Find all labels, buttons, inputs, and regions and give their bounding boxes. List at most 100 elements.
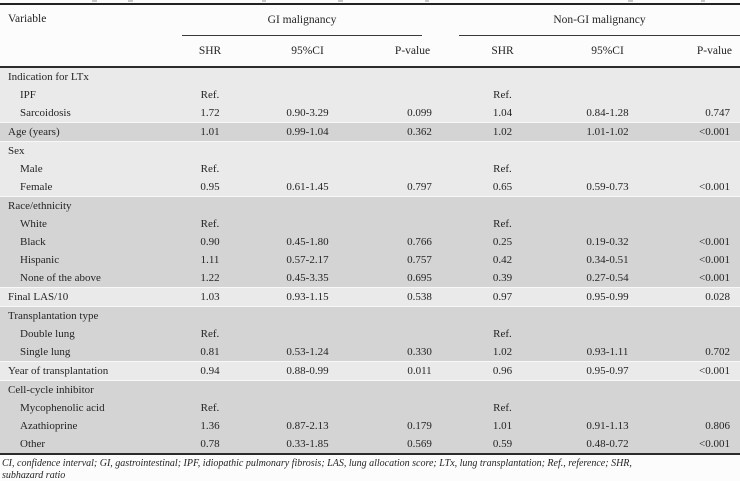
column-header-gi-ci: 95%CI — [245, 36, 370, 66]
value-cell: Ref. — [175, 215, 245, 233]
table-row: Indication for LTx — [0, 68, 740, 86]
value-cell: 0.84-1.28 — [550, 104, 665, 122]
value-cell: 0.93-1.15 — [245, 288, 370, 306]
column-header-nongi-pvalue: P-value — [665, 36, 740, 66]
value-cell: 0.362 — [370, 123, 455, 141]
value-cell: 0.53-1.24 — [245, 343, 370, 361]
value-cell: 0.011 — [370, 362, 455, 380]
value-cell: 1.72 — [175, 104, 245, 122]
caption-remnant-mark — [338, 0, 343, 2]
value-cell: 0.99-1.04 — [245, 123, 370, 141]
value-cell: 0.25 — [455, 233, 550, 251]
row-label: Year of transplantation — [0, 362, 175, 380]
value-cell — [370, 142, 455, 160]
value-cell: 0.569 — [370, 435, 455, 453]
value-cell: 0.179 — [370, 417, 455, 435]
value-cell — [175, 307, 245, 325]
value-cell: 0.330 — [370, 343, 455, 361]
header-spacer — [0, 36, 175, 66]
value-cell — [550, 197, 665, 215]
caption-remnant-mark — [425, 0, 429, 2]
value-cell — [245, 215, 370, 233]
value-cell — [455, 142, 550, 160]
value-cell: 1.03 — [175, 288, 245, 306]
value-cell — [455, 307, 550, 325]
value-cell: Ref. — [455, 160, 550, 178]
value-cell — [370, 160, 455, 178]
value-cell: 0.33-1.85 — [245, 435, 370, 453]
value-cell — [175, 381, 245, 399]
value-cell — [370, 215, 455, 233]
value-cell: 0.757 — [370, 251, 455, 269]
group-header-gi-malignancy: GI malignancy — [175, 5, 455, 36]
value-cell: Ref. — [455, 399, 550, 417]
value-cell: 0.78 — [175, 435, 245, 453]
caption-remnant-mark — [92, 0, 97, 2]
value-cell: <0.001 — [665, 435, 740, 453]
value-cell: 0.27-0.54 — [550, 269, 665, 287]
value-cell: 0.797 — [370, 178, 455, 196]
value-cell: 0.538 — [370, 288, 455, 306]
value-cell — [370, 381, 455, 399]
row-label: Azathioprine — [0, 417, 175, 435]
header-row-subcolumns: SHR 95%CI P-value SHR 95%CI P-value — [0, 36, 740, 66]
row-label: Female — [0, 178, 175, 196]
value-cell — [665, 86, 740, 104]
value-cell: 0.19-0.32 — [550, 233, 665, 251]
value-cell: 0.95-0.97 — [550, 362, 665, 380]
value-cell: <0.001 — [665, 233, 740, 251]
value-cell — [665, 142, 740, 160]
value-cell — [550, 142, 665, 160]
value-cell — [245, 142, 370, 160]
row-label: Hispanic — [0, 251, 175, 269]
value-cell: 1.22 — [175, 269, 245, 287]
value-cell: 0.95 — [175, 178, 245, 196]
value-cell — [550, 307, 665, 325]
caption-remnant-mark — [128, 0, 133, 2]
value-cell: Ref. — [455, 325, 550, 343]
value-cell: <0.001 — [665, 178, 740, 196]
value-cell — [175, 142, 245, 160]
value-cell: 0.81 — [175, 343, 245, 361]
value-cell — [175, 197, 245, 215]
value-cell — [665, 325, 740, 343]
footnote-line-1: CI, confidence interval; GI, gastrointes… — [2, 458, 738, 470]
value-cell: 0.42 — [455, 251, 550, 269]
value-cell: 1.01-1.02 — [550, 123, 665, 141]
value-cell: 0.93-1.11 — [550, 343, 665, 361]
value-cell — [370, 399, 455, 417]
table-row: Race/ethnicity — [0, 197, 740, 215]
value-cell — [550, 381, 665, 399]
value-cell — [175, 68, 245, 86]
value-cell: Ref. — [455, 215, 550, 233]
value-cell: 0.702 — [665, 343, 740, 361]
table-row: Transplantation type — [0, 307, 740, 325]
clipped-caption-remnant — [0, 0, 740, 3]
value-cell: 0.45-1.80 — [245, 233, 370, 251]
column-header-nongi-shr: SHR — [455, 36, 550, 66]
value-cell — [370, 325, 455, 343]
table-row: Cell-cycle inhibitor — [0, 381, 740, 399]
value-cell: Ref. — [175, 399, 245, 417]
value-cell: 0.95-0.99 — [550, 288, 665, 306]
value-cell — [665, 399, 740, 417]
value-cell: <0.001 — [665, 123, 740, 141]
value-cell — [455, 197, 550, 215]
row-label: Sarcoidosis — [0, 104, 175, 122]
value-cell: Ref. — [455, 86, 550, 104]
value-cell: <0.001 — [665, 269, 740, 287]
value-cell: 0.766 — [370, 233, 455, 251]
value-cell — [550, 86, 665, 104]
value-cell — [550, 215, 665, 233]
